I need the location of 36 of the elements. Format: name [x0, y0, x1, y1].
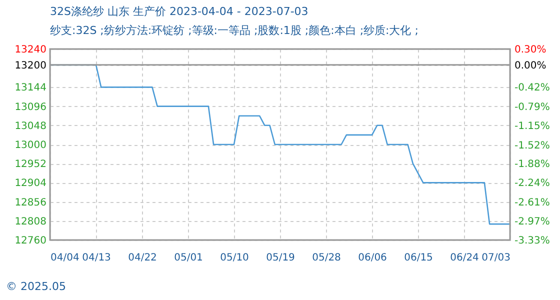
y2-tick-label: -0.79%	[514, 102, 550, 113]
x-tick-label: 05/19	[266, 252, 295, 264]
y-tick-label: 12952	[14, 159, 46, 170]
y2-tick-label: -2.24%	[514, 178, 550, 190]
y-tick-label: 13144	[14, 82, 46, 94]
y-tick-label: 12856	[14, 197, 46, 208]
y-tick-label: 12904	[14, 178, 46, 190]
chart-title: 32S涤纶纱 山东 生产价 2023-04-04 - 2023-07-03	[50, 5, 308, 18]
x-tick-label: 06/15	[404, 252, 433, 264]
text: © 2025.05	[6, 280, 66, 293]
y-tick-label: 13096	[14, 102, 46, 113]
y-tick-label: 13048	[14, 120, 46, 132]
y2-tick-label: -1.15%	[514, 120, 550, 132]
x-tick-label: 06/06	[358, 252, 387, 264]
y2-tick-label: -3.33%	[514, 236, 550, 246]
y2-tick-label: -1.52%	[514, 140, 550, 152]
x-tick-label: 04/13	[82, 252, 111, 264]
chart-subtitle: 纱支:32S ;纺纱方法:环锭纺 ;等级:一等品 ;股数:1股 ;颜色:本白 ;纱质:大化 ;	[50, 24, 418, 37]
x-tick-label: 05/01	[174, 252, 203, 264]
y-tick-label: 13240	[14, 44, 46, 56]
y2-tick-label: -1.88%	[514, 159, 550, 170]
y-tick-label: 13000	[14, 140, 46, 151]
y-tick-label: 12808	[14, 216, 46, 228]
y2-tick-label: -2.61%	[514, 198, 550, 209]
y2-tick-label: -0.42%	[514, 82, 550, 94]
x-tick-label: 05/28	[312, 252, 341, 264]
y2-tick-label: 0.00%	[514, 60, 546, 72]
y2-tick-label: -2.97%	[514, 216, 550, 228]
y2-tick-label: 0.30%	[514, 44, 546, 56]
x-tick-label: 07/03	[482, 252, 510, 264]
x-tick-label: 06/24	[450, 252, 479, 264]
y-tick-label: 12760	[14, 236, 46, 246]
y-tick-label: 13200	[14, 60, 46, 72]
x-tick-label: 05/10	[220, 252, 249, 264]
x-tick-label: 04/04	[50, 252, 80, 264]
x-tick-label: 04/22	[128, 252, 157, 264]
